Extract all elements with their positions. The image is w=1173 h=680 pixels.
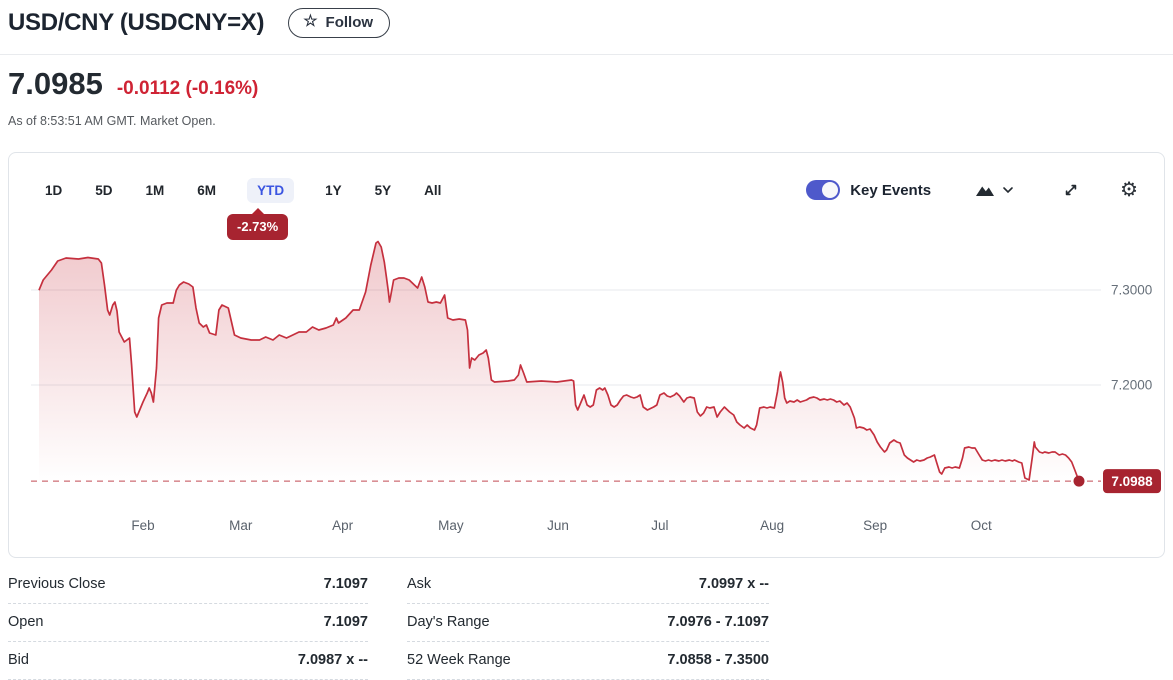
range-tab-1y[interactable]: 1Y xyxy=(323,178,344,203)
stat-value: 7.1097 xyxy=(323,614,368,630)
chart-toolbar: 1D 5D 1M 6M YTD 1Y 5Y All Key Events xyxy=(43,175,1138,205)
range-tab-1d[interactable]: 1D xyxy=(43,178,64,203)
stat-label: Ask xyxy=(407,576,432,592)
expand-icon xyxy=(1065,184,1077,196)
price-chart[interactable]: 7.3000 7.2000 7.0988 Feb Mar Apr May Jun Jul Aug S… xyxy=(9,153,1164,557)
stat-label: Bid xyxy=(8,652,29,668)
x-axis-label: Jul xyxy=(651,518,668,533)
range-tab-6m[interactable]: 6M xyxy=(195,178,218,203)
range-tab-5d[interactable]: 5D xyxy=(93,178,114,203)
stat-label: Day's Range xyxy=(407,614,490,630)
chart-type-selector[interactable] xyxy=(975,182,1014,198)
x-axis-label: Oct xyxy=(971,518,992,533)
stat-label: 52 Week Range xyxy=(407,652,511,668)
quote-header: USD/CNY (USDCNY=X) ☆ Follow xyxy=(8,8,391,38)
key-events-label: Key Events xyxy=(850,181,932,199)
stat-value: 7.0858 - 7.3500 xyxy=(667,652,769,668)
stat-row: Previous Close 7.1097 xyxy=(8,566,368,604)
change-amount: -0.0112 xyxy=(116,78,181,99)
last-price-badge-label: 7.0988 xyxy=(1111,474,1153,489)
chart-settings-button[interactable]: ⚙ xyxy=(1120,180,1138,200)
x-axis-label: Sep xyxy=(863,518,887,533)
stat-row: 52 Week Range 7.0858 - 7.3500 xyxy=(407,642,769,680)
price-row: 7.0985 -0.0112 (-0.16%) xyxy=(8,66,258,102)
stat-row: Open 7.1097 xyxy=(8,604,368,642)
chart-card: 7.3000 7.2000 7.0988 Feb Mar Apr May Jun Jul Aug S… xyxy=(8,152,1165,558)
stat-row: Ask 7.0997 x -- xyxy=(407,566,769,604)
last-price-badge xyxy=(1103,469,1161,494)
range-tabs: 1D 5D 1M 6M YTD 1Y 5Y All xyxy=(43,177,443,203)
y-axis-label: 7.2000 xyxy=(1111,378,1152,393)
key-statistics: Previous Close 7.1097 Open 7.1097 Bid 7.0987 … xyxy=(8,566,769,680)
area-chart-icon xyxy=(976,186,995,196)
stat-value: 7.0976 - 7.1097 xyxy=(667,614,769,630)
current-price: 7.0985 xyxy=(8,66,103,101)
y-axis-label: 7.3000 xyxy=(1111,283,1152,298)
toggle-knob xyxy=(822,182,839,198)
stat-value: 7.0997 x -- xyxy=(698,576,769,592)
stat-value: 7.0987 x -- xyxy=(297,652,368,668)
stat-value: 7.1097 xyxy=(323,576,368,592)
stat-label: Open xyxy=(8,614,44,630)
stat-row: Bid 7.0987 x -- xyxy=(8,642,368,680)
fullscreen-button[interactable] xyxy=(1062,181,1080,199)
star-icon: ☆ xyxy=(303,12,318,30)
x-axis-label: Apr xyxy=(332,518,354,533)
chevron-down-icon xyxy=(1003,187,1013,194)
change-percent: (-0.16%) xyxy=(185,78,259,99)
x-axis-label: Jun xyxy=(547,518,569,533)
stat-label: Previous Close xyxy=(8,576,106,592)
follow-label: Follow xyxy=(325,14,374,31)
x-axis-label: Feb xyxy=(131,518,154,533)
header-divider xyxy=(0,54,1173,55)
range-tab-ytd[interactable]: YTD xyxy=(247,177,295,203)
as-of-timestamp: As of 8:53:51 AM GMT. Market Open. xyxy=(8,114,216,128)
stat-row: Day's Range 7.0976 - 7.1097 xyxy=(407,604,769,642)
chart-controls: Key Events ⚙ xyxy=(806,180,1138,200)
price-line xyxy=(38,240,1080,482)
x-axis-label: May xyxy=(438,518,464,533)
follow-button[interactable]: ☆ Follow xyxy=(288,8,391,38)
stats-left: Previous Close 7.1097 Open 7.1097 Bid 7.0987 … xyxy=(8,566,368,680)
range-change-badge: -2.73% xyxy=(227,208,289,240)
key-events-toggle[interactable] xyxy=(806,180,841,200)
range-tab-all[interactable]: All xyxy=(422,178,443,203)
x-axis-label: Mar xyxy=(229,518,253,533)
range-tab-1m[interactable]: 1M xyxy=(144,178,167,203)
gear-icon: ⚙ xyxy=(1120,179,1138,201)
price-change: -0.0112 (-0.16%) xyxy=(117,78,259,100)
stats-right: Ask 7.0997 x -- Day's Range 7.0976 - 7.1097… xyxy=(407,566,769,680)
range-tab-5y[interactable]: 5Y xyxy=(373,178,394,203)
x-axis-label: Aug xyxy=(760,518,784,533)
last-price-dot xyxy=(1073,475,1085,487)
price-area-fill xyxy=(39,241,1079,484)
page-title: USD/CNY (USDCNY=X) xyxy=(8,9,265,36)
